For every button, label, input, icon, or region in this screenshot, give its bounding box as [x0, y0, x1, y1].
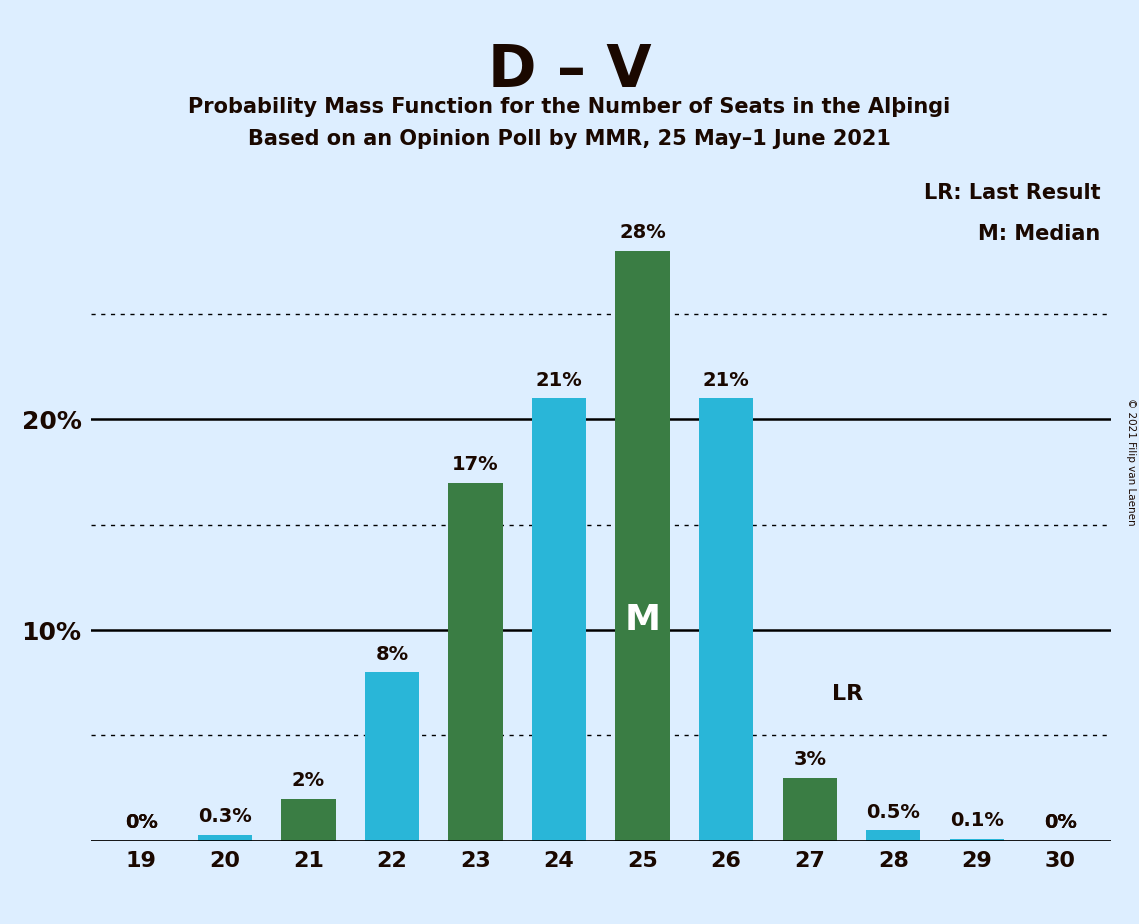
Text: 0.5%: 0.5% — [867, 803, 920, 821]
Text: 3%: 3% — [793, 750, 826, 769]
Text: © 2021 Filip van Laenen: © 2021 Filip van Laenen — [1126, 398, 1136, 526]
Text: 0%: 0% — [1044, 813, 1076, 833]
Bar — [281, 798, 336, 841]
Text: 21%: 21% — [535, 371, 582, 390]
Text: Based on an Opinion Poll by MMR, 25 May–1 June 2021: Based on an Opinion Poll by MMR, 25 May–… — [248, 129, 891, 150]
Bar — [950, 839, 1003, 841]
Text: D – V: D – V — [487, 42, 652, 99]
Text: LR: LR — [831, 684, 863, 704]
Bar — [364, 673, 419, 841]
Text: LR: Last Result: LR: Last Result — [924, 183, 1100, 203]
Text: M: M — [624, 602, 661, 637]
Bar — [532, 398, 587, 841]
Text: 28%: 28% — [620, 224, 666, 242]
Text: 21%: 21% — [703, 371, 749, 390]
Bar — [782, 778, 837, 841]
Text: Probability Mass Function for the Number of Seats in the Alþingi: Probability Mass Function for the Number… — [188, 97, 951, 117]
Text: 0.1%: 0.1% — [950, 811, 1003, 831]
Text: 0.3%: 0.3% — [198, 807, 252, 826]
Bar — [198, 834, 252, 841]
Bar — [699, 398, 753, 841]
Text: 0%: 0% — [1044, 813, 1076, 833]
Text: M: Median: M: Median — [978, 224, 1100, 244]
Bar — [866, 831, 920, 841]
Bar — [615, 398, 670, 841]
Text: 0%: 0% — [125, 813, 157, 833]
Text: 0%: 0% — [125, 813, 157, 833]
Bar — [449, 482, 502, 841]
Text: 17%: 17% — [452, 455, 499, 474]
Bar — [615, 250, 670, 841]
Text: 8%: 8% — [376, 645, 409, 663]
Text: 2%: 2% — [292, 772, 325, 790]
